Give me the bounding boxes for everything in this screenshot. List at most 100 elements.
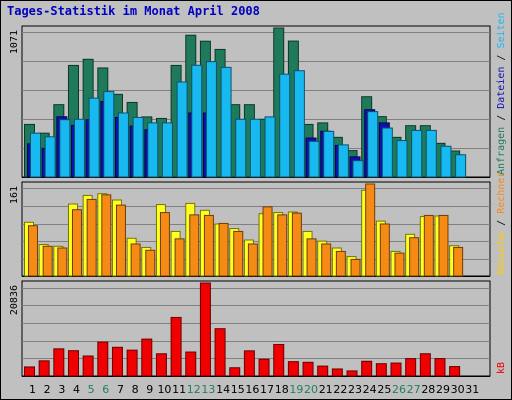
bar-seiten-day-24 (367, 111, 379, 178)
x-tick-label-day-6: 6 (102, 383, 109, 396)
bar-kb-day-21 (317, 365, 329, 377)
x-tick-label-day-25: 25 (377, 383, 391, 396)
series-label-part: Rechner (496, 172, 507, 214)
bar-rechner-day-17 (262, 206, 273, 277)
bar-kb-day-1 (24, 366, 35, 377)
y-max-label-bottom: 20836 (9, 285, 20, 315)
bar-kb-day-10 (155, 353, 167, 377)
series-label-part: Seiten (496, 12, 507, 48)
bar-kb-day-6 (97, 341, 109, 377)
bar-kb-day-11 (170, 316, 182, 377)
y-max-label-top: 1071 (9, 30, 20, 54)
bar-seiten-day-9 (147, 122, 159, 178)
bar-rechner-day-28 (423, 214, 434, 277)
bar-kb-day-5 (82, 355, 94, 377)
bar-rechner-day-16 (247, 243, 258, 277)
bar-rechner-day-21 (321, 243, 332, 277)
bar-kb-day-17 (258, 358, 270, 377)
bar-kb-day-29 (434, 358, 446, 377)
x-tick-label-day-21: 21 (319, 383, 333, 396)
bar-seiten-day-12 (191, 64, 203, 178)
bar-kb-day-4 (67, 350, 79, 377)
bar-rechner-day-6 (101, 194, 112, 277)
bar-kb-day-15 (229, 367, 241, 377)
bar-rechner-day-14 (218, 222, 229, 277)
bar-rechner-day-30 (453, 246, 464, 277)
bar-seiten-day-16 (249, 118, 261, 178)
bar-rechner-day-9 (145, 249, 156, 277)
x-tick-label-day-20: 20 (304, 383, 318, 396)
bar-kb-day-18 (273, 343, 285, 377)
x-tick-label-day-12: 12 (187, 383, 201, 396)
bar-kb-day-2 (38, 360, 50, 377)
series-label-part: / (496, 109, 507, 127)
bar-kb-day-8 (126, 349, 138, 377)
bar-rechner-day-1 (28, 225, 38, 277)
x-tick-label-day-31: 31 (465, 383, 479, 396)
x-tick-label-day-4: 4 (73, 383, 80, 396)
bar-rechner-day-2 (42, 245, 53, 277)
bar-rechner-day-24 (365, 183, 376, 277)
bar-rechner-day-12 (189, 214, 200, 277)
bar-rechner-day-25 (379, 223, 390, 277)
x-tick-label-day-30: 30 (451, 383, 465, 396)
bar-kb-day-22 (331, 368, 343, 377)
bar-rechner-day-15 (233, 230, 244, 277)
bar-seiten-day-27 (411, 129, 423, 178)
bar-rechner-day-23 (350, 258, 361, 277)
bar-rechner-day-27 (409, 237, 420, 277)
bar-kb-day-24 (361, 360, 373, 377)
x-tick-label-day-8: 8 (132, 383, 139, 396)
y-max-label-middle: 161 (9, 186, 20, 204)
series-label-top: Anfragen / Dateien / Seiten (496, 12, 507, 175)
bar-rechner-day-4 (71, 209, 82, 277)
bar-seiten-day-13 (205, 61, 217, 178)
bar-seiten-day-19 (293, 70, 305, 178)
x-tick-label-day-10: 10 (157, 383, 171, 396)
bar-rechner-day-20 (306, 238, 317, 277)
bar-seiten-day-15 (235, 118, 247, 178)
bar-kb-day-23 (346, 370, 358, 377)
x-tick-label-day-11: 11 (172, 383, 186, 396)
bar-seiten-day-2 (44, 136, 56, 178)
bar-seiten-day-17 (264, 116, 276, 178)
bar-seiten-day-8 (132, 116, 144, 178)
bar-rechner-day-5 (86, 198, 97, 277)
series-label-part: Dateien (496, 67, 507, 109)
series-label-part: Besuche (496, 232, 507, 274)
x-tick-label-day-28: 28 (421, 383, 435, 396)
x-tick-label-day-1: 1 (29, 383, 36, 396)
x-tick-label-day-14: 14 (216, 383, 230, 396)
bar-kb-day-14 (214, 328, 226, 377)
x-tick-label-day-29: 29 (436, 383, 450, 396)
bar-seiten-day-1 (30, 132, 41, 178)
x-tick-label-day-26: 26 (392, 383, 406, 396)
bar-seiten-day-14 (220, 66, 232, 178)
bar-rechner-day-26 (394, 252, 405, 277)
x-tick-label-day-13: 13 (201, 383, 215, 396)
bar-kb-day-9 (141, 338, 153, 377)
x-tick-label-day-23: 23 (348, 383, 362, 396)
bar-seiten-day-25 (381, 127, 393, 178)
x-tick-label-day-16: 16 (245, 383, 259, 396)
series-label-part: kB (496, 362, 507, 374)
bar-rechner-day-7 (115, 204, 126, 277)
bar-seiten-day-18 (279, 73, 291, 178)
bar-seiten-day-22 (337, 144, 349, 178)
bar-seiten-day-26 (396, 140, 408, 178)
bar-seiten-day-7 (117, 112, 129, 178)
x-tick-label-day-24: 24 (363, 383, 377, 396)
bar-rechner-day-10 (159, 212, 170, 277)
x-tick-label-day-7: 7 (117, 383, 124, 396)
bar-seiten-day-29 (440, 145, 452, 178)
bar-kb-day-12 (185, 351, 197, 377)
series-label-part: / (496, 49, 507, 67)
bar-rechner-day-29 (438, 214, 449, 277)
x-tick-label-day-18: 18 (275, 383, 289, 396)
bar-seiten-day-28 (425, 129, 437, 178)
bar-seiten-day-21 (323, 130, 335, 178)
series-label-bottom: kB (496, 362, 507, 374)
bar-kb-day-7 (111, 346, 123, 377)
bar-rechner-day-19 (291, 212, 302, 277)
